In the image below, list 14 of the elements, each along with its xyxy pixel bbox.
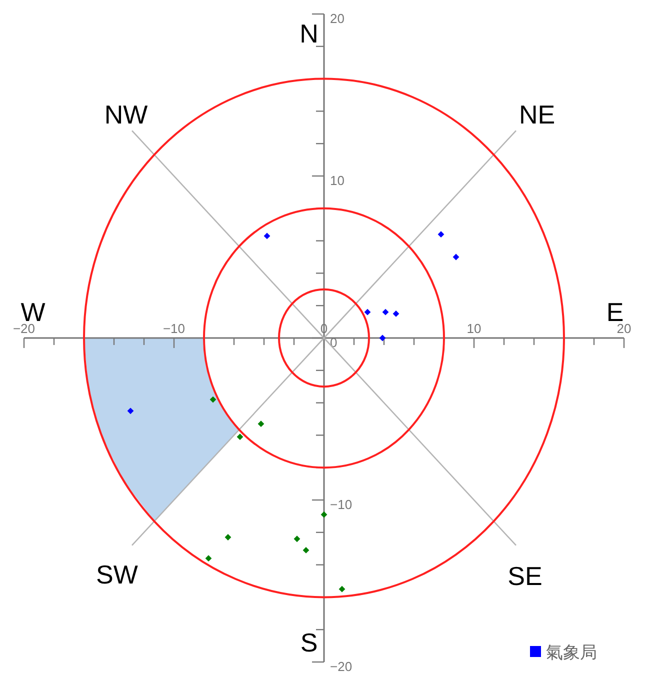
annotation: SE (508, 561, 542, 592)
annotation: N (300, 18, 318, 48)
x-tick-label: −10 (162, 321, 186, 336)
x-tick-label: 10 (466, 321, 482, 336)
y-tick-label: 10 (330, 173, 344, 188)
y-tick-label: −10 (330, 497, 352, 512)
annotation: SW (96, 560, 138, 590)
legend-label: 氣象局 (546, 643, 597, 663)
annotation: NE (518, 99, 556, 130)
y-tick-label: −20 (330, 659, 352, 674)
legend: 氣象局 (530, 643, 597, 663)
annotation: NW (104, 99, 148, 130)
annotation: S (300, 628, 318, 658)
y-tick-label: 20 (330, 11, 344, 26)
